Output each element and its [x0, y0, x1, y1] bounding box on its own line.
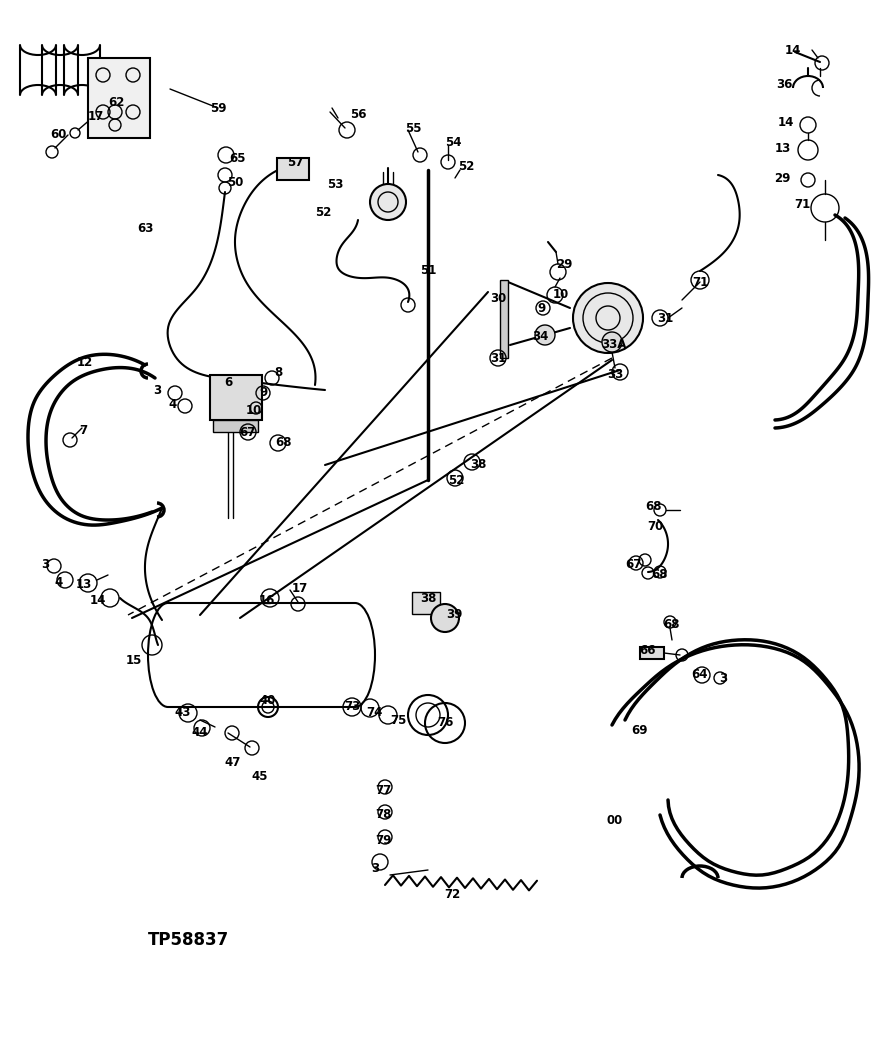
Text: 68: 68	[645, 500, 661, 513]
Text: 10: 10	[246, 403, 262, 417]
Text: 72: 72	[444, 889, 460, 901]
Text: 74: 74	[366, 706, 382, 718]
Text: 63: 63	[137, 222, 153, 235]
Text: 71: 71	[692, 275, 708, 289]
Text: 59: 59	[209, 102, 226, 114]
Text: 38: 38	[470, 458, 486, 470]
Text: 13: 13	[775, 141, 791, 155]
Text: 16: 16	[258, 594, 275, 606]
Text: 67: 67	[239, 425, 255, 439]
Text: 4: 4	[55, 576, 63, 588]
Bar	[210, 375, 262, 420]
Text: 47: 47	[225, 756, 241, 768]
Text: 70: 70	[646, 519, 663, 533]
Text: 9: 9	[537, 302, 545, 314]
Text: 15: 15	[126, 653, 142, 667]
Text: 10: 10	[553, 289, 569, 302]
Text: 60: 60	[50, 129, 67, 141]
Text: 3: 3	[153, 383, 161, 397]
Bar	[412, 592, 440, 614]
Text: 56: 56	[350, 109, 366, 121]
Text: 33: 33	[607, 369, 623, 381]
Text: 79: 79	[375, 833, 392, 847]
Text: 43: 43	[175, 706, 191, 718]
Text: 34: 34	[532, 330, 548, 342]
Text: 77: 77	[375, 783, 391, 797]
Text: 30: 30	[490, 291, 506, 305]
Circle shape	[370, 184, 406, 220]
Text: 67: 67	[625, 558, 641, 572]
Text: 68: 68	[652, 567, 668, 580]
Bar	[213, 420, 258, 432]
Text: 3: 3	[371, 862, 379, 874]
Text: 36: 36	[776, 79, 792, 91]
Text: 3: 3	[719, 671, 727, 685]
Text: 51: 51	[420, 264, 436, 276]
Text: 31: 31	[490, 352, 506, 364]
Text: 65: 65	[230, 152, 246, 164]
Text: 69: 69	[632, 723, 648, 736]
Text: 17: 17	[292, 581, 308, 595]
Bar	[500, 280, 508, 358]
Text: 53: 53	[327, 178, 343, 192]
Text: 4: 4	[169, 398, 177, 410]
Text: 9: 9	[260, 386, 268, 400]
Circle shape	[535, 325, 555, 346]
Text: 78: 78	[375, 808, 392, 822]
Text: 52: 52	[458, 160, 474, 174]
Text: 55: 55	[405, 121, 421, 134]
Text: 76: 76	[437, 715, 453, 729]
Text: 39: 39	[446, 608, 463, 622]
Text: 62: 62	[108, 95, 124, 109]
Text: 57: 57	[286, 156, 303, 170]
Text: 6: 6	[224, 376, 232, 388]
Text: 31: 31	[657, 312, 673, 325]
Text: 33A: 33A	[601, 338, 626, 352]
Text: 68: 68	[275, 437, 291, 449]
Circle shape	[573, 283, 643, 353]
Text: 8: 8	[274, 366, 282, 379]
Text: 50: 50	[227, 177, 244, 190]
Bar	[640, 647, 664, 659]
Text: 54: 54	[445, 136, 462, 150]
Text: 52: 52	[314, 206, 331, 220]
Text: 75: 75	[390, 713, 406, 727]
Text: 14: 14	[778, 115, 795, 129]
Text: 7: 7	[79, 423, 87, 437]
Text: 64: 64	[692, 668, 709, 682]
Text: 00: 00	[607, 814, 623, 826]
Text: 52: 52	[448, 473, 464, 487]
Text: 45: 45	[251, 770, 268, 782]
Text: 73: 73	[344, 700, 360, 713]
Text: 29: 29	[774, 172, 790, 184]
Text: 66: 66	[639, 644, 656, 656]
Text: 71: 71	[794, 198, 810, 210]
Text: 14: 14	[90, 594, 106, 606]
Text: TP58837: TP58837	[148, 931, 230, 949]
Text: 44: 44	[192, 727, 208, 739]
Text: 3: 3	[41, 558, 49, 572]
Text: 29: 29	[555, 258, 572, 270]
Bar	[88, 58, 150, 138]
Circle shape	[431, 604, 459, 632]
Text: 13: 13	[76, 579, 92, 592]
Text: 12: 12	[77, 356, 93, 369]
Text: 68: 68	[663, 619, 679, 631]
Bar	[277, 158, 309, 180]
Text: 14: 14	[785, 44, 802, 57]
Text: 38: 38	[420, 592, 436, 604]
Circle shape	[602, 332, 622, 352]
Text: 40: 40	[260, 693, 276, 707]
Text: 17: 17	[88, 111, 104, 124]
